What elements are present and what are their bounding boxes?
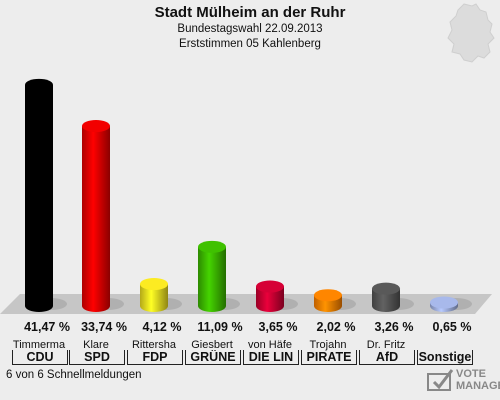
bar-die-linke	[256, 280, 284, 312]
value-label-die-linke: 3,65 %	[258, 320, 298, 334]
bar-grüne	[198, 240, 226, 312]
value-label-cdu: 41,47 %	[24, 320, 70, 334]
chart-subtitle-election: Bundestagswahl 22.09.2013	[177, 23, 323, 35]
chart-floor	[0, 294, 492, 314]
status-text: 6 von 6 Schnellmeldungen	[6, 369, 142, 381]
candidate-label-fdp: Rittersha	[131, 339, 177, 351]
party-label-cdu: CDU	[12, 350, 68, 365]
candidate-label-afd: Dr. Fritz	[366, 339, 406, 351]
value-label-spd: 33,74 %	[81, 320, 127, 334]
candidate-label-cdu: Timmerma	[12, 339, 66, 351]
value-labels-row: 41,47 % 33,74 % 4,12 % 11,09 % 3,65 % 2,02 % 3…	[0, 320, 500, 336]
value-label-sonstige: 0,65 %	[432, 320, 472, 334]
value-label-afd: 3,26 %	[374, 320, 414, 334]
vote-manager-logo-text: VOTE MANAGER	[456, 368, 500, 392]
bar-sonstige	[430, 296, 458, 312]
candidate-label-piraten: Trojahn	[309, 339, 347, 351]
vote-manager-logo-icon	[427, 369, 454, 391]
bar-afd	[372, 282, 400, 312]
logo-line-manager: MANAGER	[456, 380, 500, 392]
candidate-label-die-linke: von Häfe	[247, 339, 293, 351]
chart-subtitle-district: Erststimmen 05 Kahlenberg	[179, 38, 321, 50]
value-label-fdp: 4,12 %	[142, 320, 182, 334]
chart-title: Stadt Mülheim an der Ruhr	[154, 4, 346, 21]
candidate-label-spd: Klare	[83, 339, 109, 351]
candidate-label-grüne: Giesbert	[191, 339, 233, 351]
party-label-die-linke: DIE LIN	[243, 350, 299, 365]
party-label-grüne: GRÜNE	[185, 350, 241, 365]
bar-piraten	[314, 289, 342, 312]
logo-line-vote: VOTE	[456, 368, 486, 380]
bar-spd	[82, 120, 110, 312]
bar-fdp	[140, 278, 168, 312]
germany-map-icon	[447, 3, 495, 63]
party-label-spd: SPD	[69, 350, 125, 365]
party-label-fdp: FDP	[127, 350, 183, 365]
value-label-grüne: 11,09 %	[197, 320, 243, 334]
party-label-sonstige: Sonstige	[417, 350, 473, 365]
party-label-piraten: PIRATE	[301, 350, 357, 365]
bar-cdu	[25, 78, 53, 313]
party-label-afd: AfD	[359, 350, 415, 365]
value-label-piraten: 2,02 %	[316, 320, 356, 334]
